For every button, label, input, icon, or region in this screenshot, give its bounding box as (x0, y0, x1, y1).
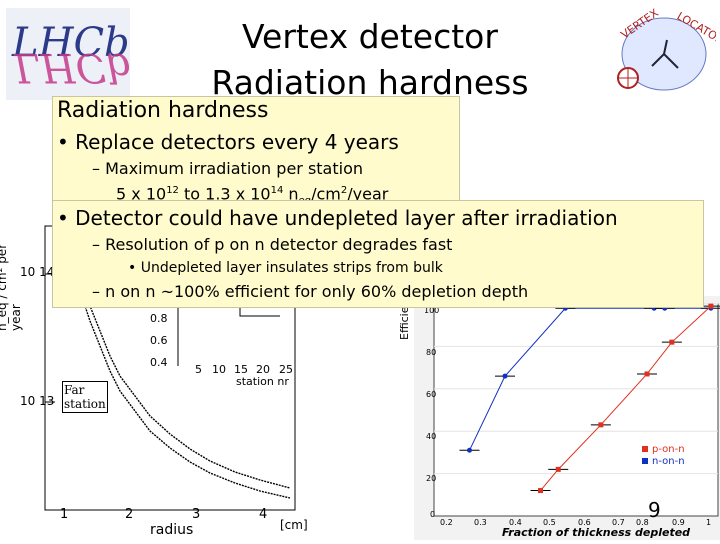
right-x-tick-1: 1 (706, 518, 712, 527)
data-point-p-on-n-1 (555, 466, 561, 472)
data-point-p-on-n-4 (669, 339, 675, 345)
left-x-tick-4: 4 (259, 507, 268, 522)
left-x-unit: [cm] (280, 518, 308, 532)
right-x-tick-0.6: 0.6 (578, 518, 591, 527)
data-point-p-on-n-0 (538, 488, 543, 494)
right-x-tick-0.7: 0.7 (612, 518, 625, 527)
right-x-tick-0.8: 0.8 (636, 518, 649, 527)
inset-y-tick-0.4: 0.4 (150, 356, 168, 369)
sub-bullet-text: n on n ~100% efficient for only 60% depl… (105, 282, 529, 301)
far-station-label: Far station (62, 381, 108, 413)
page-title: Vertex detector Radiation hardness (150, 14, 590, 106)
right-y-tick-40: 40 (426, 432, 437, 441)
right-x-tick-0.9: 0.9 (672, 518, 685, 527)
svg-text:LHCb: LHCb (11, 20, 130, 66)
sub-bullet-p-on-n-resolution: – Resolution of p on n detector degrades… (92, 235, 453, 254)
data-point-p-on-n-3 (644, 371, 650, 377)
left-x-tick-1: 1 (60, 507, 69, 522)
right-x-tick-0.5: 0.5 (543, 518, 556, 527)
inset-x-tick-20: 20 (256, 363, 270, 376)
vertex-locator-logo: VERTEX LOCATOR (612, 6, 720, 96)
bullet-text: Replace detectors every 4 years (75, 130, 399, 154)
sub-sub-bullet-insulates: • Undepleted layer insulates strips from… (128, 260, 443, 276)
inset-x-tick-5: 5 (195, 363, 202, 376)
radiation-hardness-box (52, 96, 460, 216)
irradiation-range: 5 x 1012 to 1.3 x 1014 neq/cm2/year (116, 184, 389, 206)
right-xlabel: Fraction of thickness depleted (502, 526, 691, 539)
right-x-tick-0.4: 0.4 (509, 518, 522, 527)
bullet-replace-detectors: • Replace detectors every 4 years (57, 130, 399, 154)
inset-x-tick-10: 10 (212, 363, 226, 376)
lhcb-logo: LHCb LHCb (6, 8, 132, 100)
undepleted-layer-box (52, 200, 704, 308)
sub-bullet-max-irradiation: – Maximum irradiation per station (92, 159, 364, 178)
right-x-tick-0.2: 0.2 (440, 518, 453, 527)
inset-y-tick-0.8: 0.8 (150, 312, 168, 325)
right-y-tick-20: 20 (426, 474, 437, 483)
sub-bullet-n-on-n-efficiency: – n on n ~100% efficient for only 60% de… (92, 282, 529, 301)
left-x-tick-3: 3 (192, 507, 201, 522)
svg-text:LHCb: LHCb (13, 44, 130, 90)
legend-n-on-n: n-on-n (652, 456, 685, 467)
inset-x-tick-25: 25 (279, 363, 293, 376)
inset-x-tick-15: 15 (234, 363, 248, 376)
series-line-p-on-n (540, 305, 712, 491)
right-efficiency-plot (414, 296, 720, 540)
right-y-tick-60: 60 (426, 390, 437, 399)
data-point-n-on-n-1 (502, 373, 508, 379)
left-xlabel: radius (150, 522, 194, 538)
sub-sub-bullet-text: Undepleted layer insulates strips from b… (140, 260, 443, 276)
left-x-tick-2: 2 (125, 507, 134, 522)
title-line-2: Radiation hardness (211, 63, 529, 102)
sub-bullet-text: Resolution of p on n detector degrades f… (105, 235, 453, 254)
page-number: 9 (648, 498, 661, 522)
data-point-p-on-n-5 (708, 303, 714, 309)
bullet-text: Detector could have undepleted layer aft… (75, 206, 618, 230)
data-point-p-on-n-2 (598, 422, 604, 428)
right-y-tick-100: 100 (424, 306, 440, 315)
section-heading: Radiation hardness (57, 98, 269, 123)
left-y-tick-1e13: 10 13 (20, 394, 55, 408)
bullet-undepleted-layer: • Detector could have undepleted layer a… (57, 206, 618, 230)
sub-bullet-text: Maximum irradiation per station (105, 159, 364, 178)
legend-p-on-n: p-on-n (652, 444, 685, 455)
inset-y-tick-0.6: 0.6 (150, 334, 168, 347)
right-y-tick-80: 80 (426, 348, 437, 357)
data-point-n-on-n-0 (467, 447, 472, 453)
left-y-tick-1e14: 10 14 (20, 265, 55, 279)
title-line-1: Vertex detector (242, 17, 498, 56)
right-y-tick-0: 0 (430, 510, 436, 519)
right-x-tick-0.3: 0.3 (474, 518, 487, 527)
inset-xlabel: station nr (236, 375, 289, 388)
